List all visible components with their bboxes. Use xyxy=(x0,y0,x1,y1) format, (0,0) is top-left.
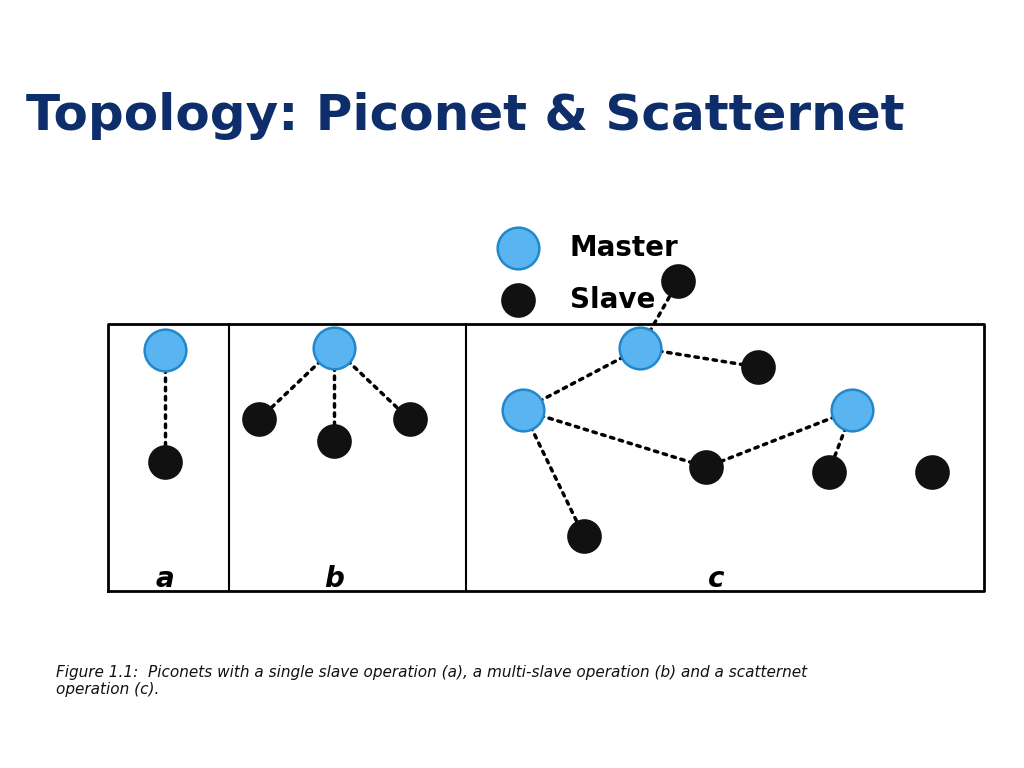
Text: UNIVERSITY OF
NOTRE DAME: UNIVERSITY OF NOTRE DAME xyxy=(24,22,101,41)
Text: Slave: Slave xyxy=(569,286,655,314)
Point xyxy=(698,461,715,473)
Point xyxy=(251,413,267,425)
Point xyxy=(326,342,342,354)
Point xyxy=(925,465,941,478)
Point xyxy=(750,361,766,373)
Bar xyxy=(10,7,113,64)
Point xyxy=(157,456,173,468)
Point xyxy=(670,275,686,287)
Point xyxy=(510,242,526,254)
Point xyxy=(401,413,418,425)
Text: Master: Master xyxy=(569,234,679,262)
Text: Figure 1.1:  Piconets with a single slave operation (a), a multi-slave operation: Figure 1.1: Piconets with a single slave… xyxy=(56,665,808,697)
Text: Topology: Piconet & Scatternet: Topology: Piconet & Scatternet xyxy=(26,92,904,140)
Point xyxy=(844,404,860,416)
Point xyxy=(632,342,648,354)
Point xyxy=(820,465,837,478)
Text: c: c xyxy=(708,565,724,593)
Text: b: b xyxy=(325,565,344,593)
Point xyxy=(326,435,342,447)
Point xyxy=(514,404,530,416)
Text: a: a xyxy=(156,565,174,593)
Point xyxy=(575,530,592,542)
Point xyxy=(510,294,526,306)
Point xyxy=(157,344,173,356)
